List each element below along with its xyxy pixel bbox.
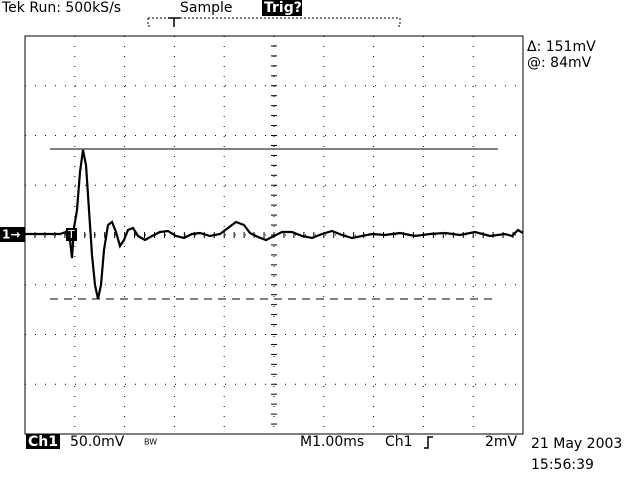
footer-trigger-level: 2mV bbox=[485, 434, 518, 450]
channel-marker: 1→ bbox=[2, 228, 20, 242]
waveform bbox=[25, 149, 524, 300]
footer-bandwidth: BW bbox=[144, 438, 157, 447]
trigger-marker: T bbox=[67, 228, 75, 241]
footer-date: 21 May 2003 bbox=[531, 436, 622, 452]
footer-trigger-source: Ch1 bbox=[385, 434, 413, 450]
channel-marker-box bbox=[0, 227, 25, 242]
cursor-at: @: 84mV bbox=[527, 55, 592, 71]
trigger-marker-box bbox=[66, 228, 77, 241]
record-bracket bbox=[147, 17, 401, 27]
channel-box bbox=[26, 434, 60, 449]
trigger-state: Trig? bbox=[264, 0, 302, 16]
footer-time: 15:56:39 bbox=[531, 457, 594, 473]
run-status: Tek Run: 500kS/s bbox=[1, 0, 121, 16]
footer-channel: Ch1 bbox=[28, 434, 58, 450]
trigger-slope bbox=[424, 436, 433, 449]
record-trigger-pos bbox=[168, 17, 180, 27]
footer-scale: 50.0mV bbox=[70, 434, 125, 450]
footer-timebase: M1.00ms bbox=[300, 434, 364, 450]
cursor-delta: Δ: 151mV bbox=[527, 39, 596, 55]
acq-mode: Sample bbox=[180, 0, 233, 16]
trigger-state-box bbox=[262, 0, 302, 16]
